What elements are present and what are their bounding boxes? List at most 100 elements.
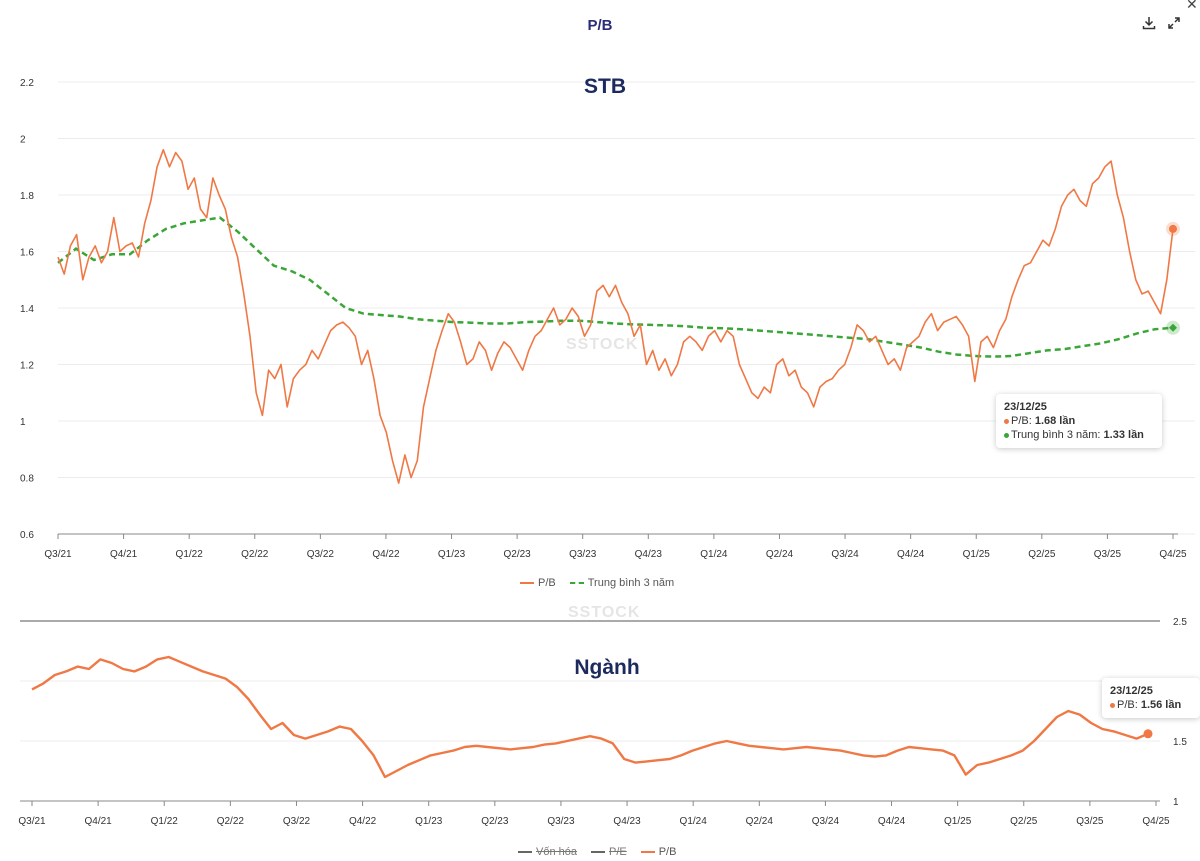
stb-tooltip-avg-dot [1004,432,1009,438]
stb-legend: P/B Trung bình 3 năm [520,577,674,589]
stb-x-tick-label: Q4/22 [372,549,400,560]
industry-x-tick-label: Q1/23 [415,816,443,827]
legend-avg[interactable]: Trung bình 3 năm [569,577,675,589]
stb-chart: 0.6 0.8 1 1.2 1.4 1.6 1.8 2 2.2 Q3/21 Q4/21 Q1/22 Q2… [20,75,1195,560]
stb-x-tick-label: Q4/23 [635,549,663,560]
industry-x-tick-label: Q3/22 [283,816,311,827]
industry-tooltip-row-pb: P/B: 1.56 lần [1110,698,1192,712]
industry-x-tick-label: Q2/24 [746,816,774,827]
stb-tooltip-row-avg: Trung bình 3 năm: 1.33 lần [1004,428,1154,442]
stb-x-tick-label: Q1/22 [176,549,204,560]
stb-tooltip-row-pb: P/B: 1.68 lần [1004,414,1154,428]
close-icon: ✕ [1186,0,1198,12]
stb-tooltip-pb-label: P/B: [1011,415,1035,427]
industry-tooltip: 23/12/25 P/B: 1.56 lần [1102,678,1200,718]
watermark-bottom: SSTOCK [568,604,641,621]
industry-y-tick-label: 2.5 [1173,617,1187,628]
industry-x-tick-label: Q2/22 [217,816,245,827]
stb-tooltip-date: 23/12/25 [1004,401,1047,413]
stb-x-tick-label: Q2/25 [1028,549,1056,560]
industry-pb-marker [1143,729,1153,739]
close-button[interactable]: ✕ [1186,0,1198,13]
industry-x-tick-label: Q3/23 [547,816,575,827]
stb-tooltip-pb-value: 1.68 lần [1034,415,1076,427]
watermark-top: SSTOCK [566,336,639,353]
download-icon [1142,16,1156,35]
stb-x-tick-label: Q4/21 [110,549,138,560]
stb-x-tick-label: Q4/25 [1159,549,1187,560]
industry-x-tick-label: Q4/21 [84,816,112,827]
industry-chart-title: Ngành [574,656,639,679]
stb-y-tick-label: 1.4 [20,304,34,315]
stb-y-tick-label: 2 [20,135,26,146]
industry-tooltip-pb-value: 1.56 lần [1140,699,1182,711]
industry-pb-series-line [31,655,1149,779]
industry-x-tick-label: Q4/24 [878,816,906,827]
stb-x-tick-label: Q2/24 [766,549,794,560]
legend-industry-pb-label: P/B [658,846,677,858]
stb-pb-series-line [57,149,1174,484]
industry-legend: Vốn hóa P/E P/B [518,846,676,858]
industry-x-tick-label: Q4/25 [1142,816,1170,827]
industry-x-tick-label: Q3/25 [1076,816,1104,827]
stb-x-tick-label: Q1/23 [438,549,466,560]
stb-x-tick-label: Q2/22 [241,549,269,560]
industry-x-tick-label: Q1/25 [944,816,972,827]
legend-pe-swatch [590,851,605,853]
stb-pb-marker [1169,224,1177,233]
industry-tooltip-date: 23/12/25 [1110,685,1153,697]
legend-avg-label: Trung bình 3 năm [587,577,675,589]
stb-x-tick-label: Q3/23 [569,549,597,560]
stb-y-tick-label: 1.6 [20,248,34,259]
stb-avg-marker [1169,323,1177,332]
industry-x-tick-label: Q2/25 [1010,816,1038,827]
industry-tooltip-pb-dot [1110,702,1115,708]
stb-tooltip-pb-dot [1004,418,1009,424]
industry-x-tick-label: Q4/23 [613,816,641,827]
stb-y-tick-label: 2.2 [20,78,34,89]
stb-y-tick-label: 0.6 [20,530,34,541]
stb-x-tick-label: Q4/24 [897,549,925,560]
stb-tooltip-avg-label: Trung bình 3 năm: [1011,429,1104,441]
industry-tooltip-pb-label: P/B: [1117,699,1141,711]
stb-avg-series-line [57,216,1174,358]
legend-industry-pb[interactable]: P/B [640,846,677,858]
industry-x-tick-label: Q4/22 [349,816,377,827]
legend-pe-label: P/E [608,846,627,858]
legend-pb[interactable]: P/B [520,577,556,589]
stb-tooltip-avg-value: 1.33 lần [1103,429,1144,441]
legend-pb-label: P/B [538,577,556,589]
stb-y-tick-label: 1 [20,417,26,428]
industry-x-tick-label: Q1/24 [680,816,708,827]
stb-x-tick-label: Q1/24 [700,549,728,560]
stb-x-tick-label: Q2/23 [503,549,531,560]
expand-button[interactable] [1164,15,1184,35]
legend-pb-swatch [520,582,534,584]
stb-chart-title: STB [584,75,626,98]
industry-chart: 1 1.5 2.5 Q3/21 Q4/21 Q1/22 Q2/22 Q3/22 Q4/22 Q1/… [18,617,1187,827]
industry-y-tick-label: 1 [1173,797,1179,808]
download-button[interactable] [1139,15,1159,35]
stb-x-tick-label: Q3/24 [831,549,859,560]
stb-x-tick-label: Q3/21 [44,549,72,560]
industry-x-tick-label: Q1/22 [151,816,179,827]
expand-icon [1167,16,1181,35]
industry-y-tick-label: 1.5 [1173,737,1187,748]
industry-x-tick-label: Q2/23 [481,816,509,827]
stb-y-tick-label: 1.2 [20,361,34,372]
legend-market-cap-label: Vốn hóa [536,846,577,858]
stb-x-tick-label: Q3/22 [307,549,335,560]
industry-x-tick-label: Q3/21 [18,816,46,827]
stb-y-tick-label: 0.8 [20,474,34,485]
legend-market-cap-swatch [518,851,532,853]
legend-industry-pb-swatch [640,851,655,853]
page-title: P/B [587,17,613,34]
industry-x-tick-label: Q3/24 [812,816,840,827]
stb-x-tick-label: Q3/25 [1094,549,1122,560]
stb-x-tick-label: Q1/25 [963,549,991,560]
legend-pe[interactable]: P/E [590,846,627,858]
stb-tooltip: 23/12/25 P/B: 1.68 lần Trung bình 3 năm:… [996,394,1162,448]
legend-avg-swatch [569,582,584,584]
legend-market-cap[interactable]: Vốn hóa [518,846,577,858]
